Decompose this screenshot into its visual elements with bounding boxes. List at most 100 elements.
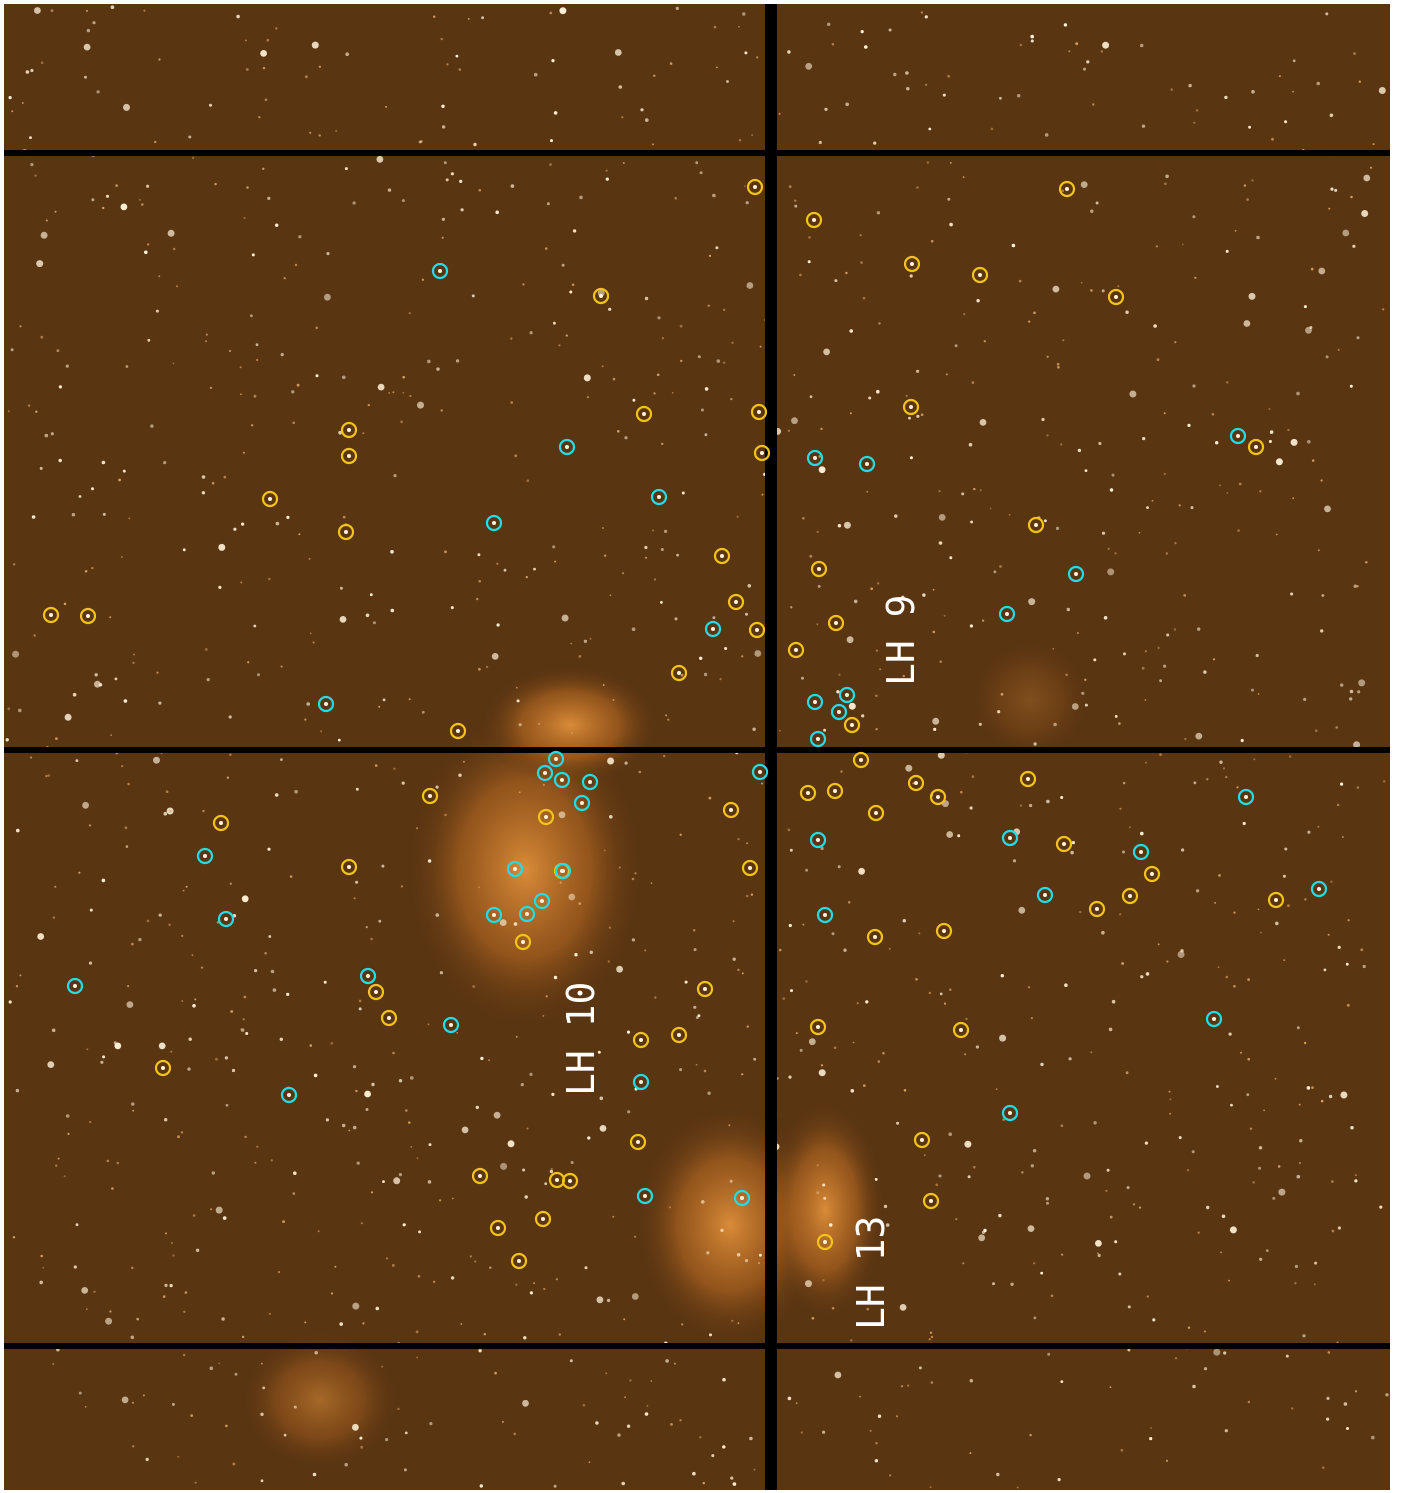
star <box>280 1038 283 1041</box>
star <box>480 1484 483 1487</box>
star <box>334 1266 336 1268</box>
star <box>1246 198 1249 201</box>
star <box>360 1446 363 1449</box>
star <box>546 995 548 997</box>
star <box>863 1084 866 1087</box>
star <box>343 516 346 519</box>
star <box>747 282 754 289</box>
star <box>224 476 227 479</box>
star <box>218 586 221 589</box>
star <box>1001 974 1004 977</box>
star <box>416 827 418 829</box>
star <box>244 996 247 999</box>
star <box>391 609 395 613</box>
star <box>13 563 16 566</box>
star <box>716 67 718 69</box>
star <box>905 71 909 75</box>
star <box>66 365 69 368</box>
star <box>824 108 827 111</box>
star <box>969 443 973 447</box>
star <box>996 1473 999 1476</box>
star <box>159 914 162 917</box>
star <box>72 513 75 516</box>
star <box>8 410 10 412</box>
star <box>916 370 919 373</box>
star <box>442 237 444 239</box>
star <box>127 783 130 786</box>
star <box>86 1308 88 1310</box>
star <box>1219 761 1222 764</box>
star <box>309 132 311 134</box>
star <box>661 443 663 445</box>
star <box>147 339 150 342</box>
yellow-marker-star <box>541 1217 545 1221</box>
star <box>624 1396 626 1398</box>
star <box>796 1402 798 1404</box>
star <box>1101 50 1103 52</box>
cyan-marker-star <box>1244 795 1248 799</box>
star <box>74 1265 77 1268</box>
star <box>609 815 613 819</box>
star <box>1328 1351 1331 1354</box>
star <box>1191 506 1194 509</box>
star <box>758 1262 760 1264</box>
cyan-marker-star <box>639 1080 643 1084</box>
star <box>479 189 482 192</box>
star <box>595 1421 598 1424</box>
star <box>153 757 160 764</box>
star <box>314 1074 318 1078</box>
star <box>1258 909 1260 911</box>
star <box>35 175 37 177</box>
star <box>929 992 931 994</box>
star <box>616 966 623 973</box>
star <box>699 657 702 660</box>
star <box>147 243 149 245</box>
star <box>554 111 558 115</box>
star <box>791 417 798 424</box>
star <box>1153 324 1157 328</box>
star <box>409 395 411 397</box>
star <box>268 935 271 938</box>
star <box>378 706 380 708</box>
star <box>342 1124 345 1127</box>
star <box>1105 1190 1107 1192</box>
star <box>699 1436 701 1438</box>
star <box>700 171 703 174</box>
star <box>429 1422 432 1425</box>
star <box>489 1267 491 1269</box>
star <box>1328 934 1330 936</box>
star <box>921 413 924 416</box>
star <box>233 1463 236 1466</box>
star <box>1046 800 1050 804</box>
star <box>1112 1000 1116 1004</box>
star <box>787 50 790 53</box>
star <box>304 719 306 721</box>
star <box>267 39 270 42</box>
yellow-marker-star <box>677 1033 681 1037</box>
star <box>1249 293 1256 300</box>
star <box>877 211 880 214</box>
star <box>1145 762 1147 764</box>
star <box>362 432 364 434</box>
star <box>794 205 797 208</box>
yellow-marker-star <box>910 262 914 266</box>
star <box>579 902 582 905</box>
star <box>256 359 258 361</box>
star <box>146 1458 149 1461</box>
cyan-marker-star <box>1005 612 1009 616</box>
star <box>185 1291 188 1294</box>
cyan-marker-star <box>203 854 207 858</box>
star <box>237 15 240 18</box>
star <box>900 1304 907 1311</box>
star <box>1126 1071 1129 1074</box>
star <box>1370 167 1372 169</box>
star <box>927 161 929 163</box>
star <box>172 1254 174 1256</box>
star <box>726 80 729 83</box>
star <box>1057 363 1060 366</box>
cyan-marker-star <box>1236 434 1240 438</box>
star <box>1259 1146 1262 1149</box>
star <box>805 1280 812 1287</box>
star <box>1307 831 1310 834</box>
star <box>978 1234 985 1241</box>
